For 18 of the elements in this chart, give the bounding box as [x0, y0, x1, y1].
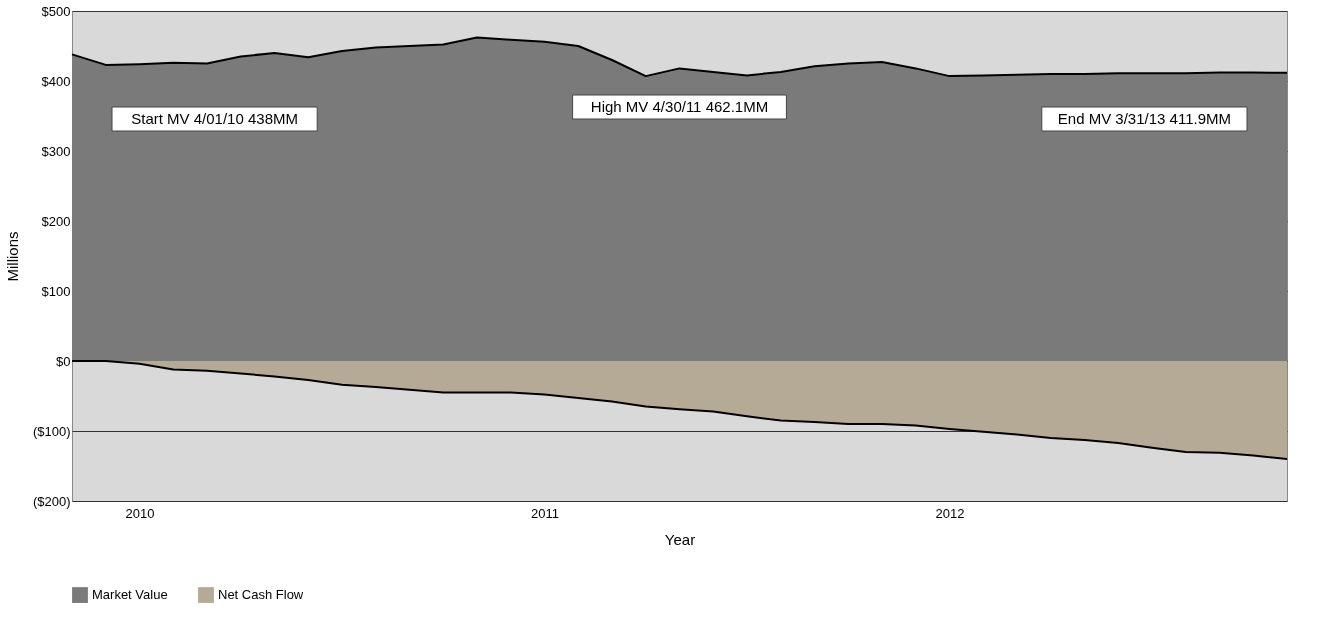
y-tick-label: $300 — [41, 143, 71, 159]
x-tick-label: 2011 — [531, 505, 559, 521]
y-tick-label: $200 — [41, 213, 71, 229]
x-tick-label: 2012 — [935, 505, 965, 521]
y-tick-label: ($100) — [32, 423, 71, 439]
y-tick-label: $400 — [41, 73, 71, 89]
x-tick-label: 2010 — [125, 505, 155, 521]
y-tick-label: ($200) — [32, 493, 71, 509]
y-tick-label: $500 — [41, 3, 71, 19]
annotation: End MV 3/31/13 411.9MM — [1057, 110, 1231, 127]
y-axis-title: Millions — [3, 231, 21, 282]
y-tick-label: $0 — [56, 353, 71, 369]
annotation: High MV 4/30/11 462.1MM — [590, 98, 769, 115]
legend-label: Market Value — [92, 587, 168, 603]
x-axis-title: Year — [664, 530, 696, 548]
y-tick-label: $100 — [41, 283, 71, 299]
legend-label: Net Cash Flow — [218, 587, 304, 603]
annotation: Start MV 4/01/10 438MM — [131, 110, 298, 127]
